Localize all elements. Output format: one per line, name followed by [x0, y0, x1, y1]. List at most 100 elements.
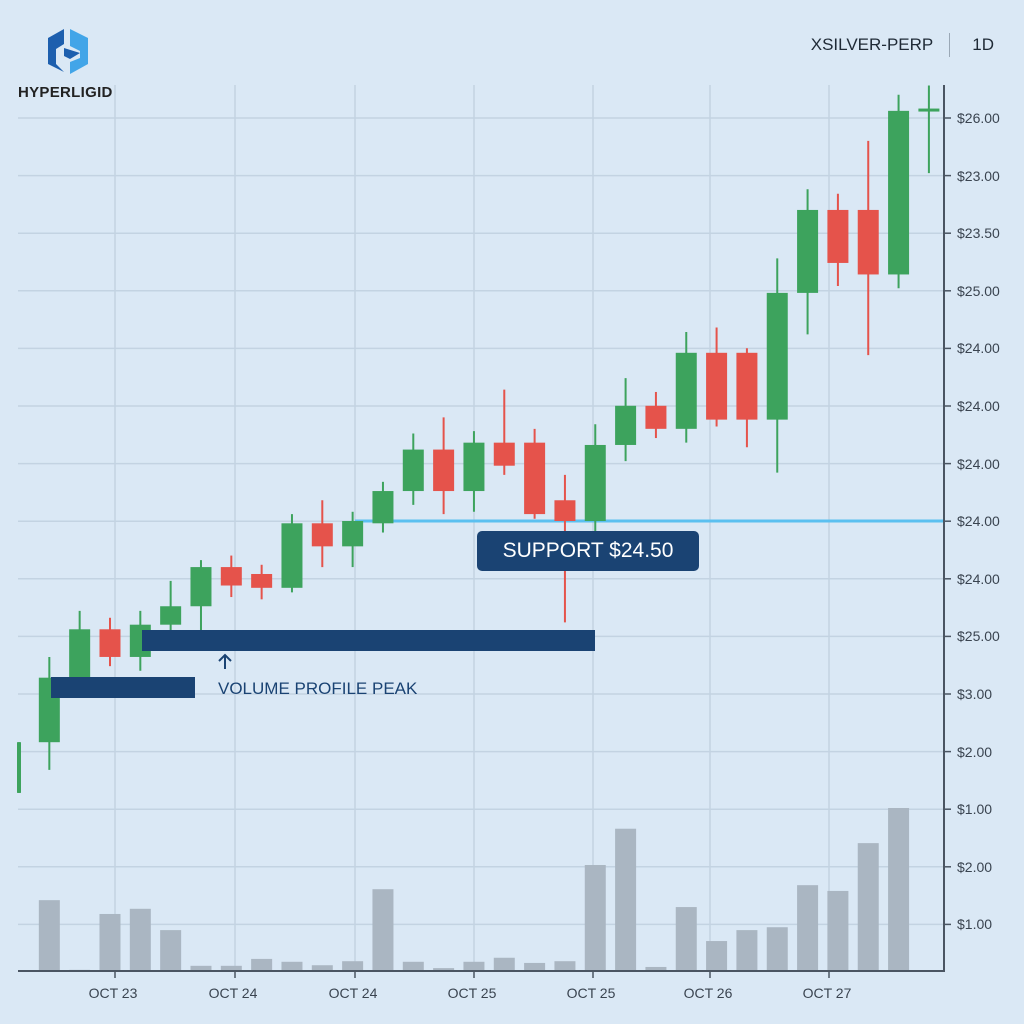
volume-bar	[99, 913, 121, 971]
candle-body	[190, 567, 212, 607]
candle-body	[645, 405, 667, 429]
volume-bar	[554, 961, 576, 971]
candle-body	[675, 352, 697, 429]
y-tick-label: $24.00	[957, 340, 1000, 357]
candle-body	[281, 523, 303, 588]
volume-bar	[342, 961, 364, 971]
candle-body	[220, 567, 242, 586]
candle-body	[463, 442, 485, 492]
chart-header: XSILVER-PERP 1D	[811, 33, 994, 57]
candle-up	[675, 332, 697, 443]
candle-body	[433, 449, 455, 492]
volume-bar	[402, 961, 424, 971]
candle-body	[888, 110, 910, 275]
candle-down	[433, 417, 455, 515]
candle-down	[311, 500, 333, 568]
y-tick-label: $24.00	[957, 570, 1000, 587]
volume-bar	[706, 941, 728, 971]
volume-bar	[190, 965, 212, 971]
x-tick-label: OCT 25	[566, 985, 616, 1001]
candle-down	[857, 140, 879, 356]
candle-up	[160, 580, 182, 634]
timeframe-selector[interactable]: 1D	[972, 35, 994, 54]
volume-profile-bar-peak	[142, 630, 595, 651]
candle-body	[17, 742, 21, 793]
candle-body	[524, 442, 546, 515]
y-tick-label: $24.00	[957, 398, 1000, 414]
volume-bar	[766, 927, 788, 971]
symbol-selector[interactable]: XSILVER-PERP	[810, 35, 934, 54]
logo-icon	[48, 29, 88, 74]
volume-bar	[584, 865, 606, 971]
x-tick-label: OCT 24	[208, 985, 258, 1001]
candle-down	[736, 348, 758, 448]
candle-up	[766, 258, 788, 473]
x-tick-label: OCT 23	[88, 985, 138, 1001]
y-tick-label: $25.00	[957, 282, 1000, 299]
candles	[17, 85, 940, 793]
y-tick-label: $24.00	[957, 513, 1000, 530]
candle-body	[706, 352, 728, 420]
y-tick-label: $26.00	[957, 110, 1000, 126]
candle-body	[827, 209, 849, 263]
x-tick-label: OCT 25	[447, 985, 497, 1001]
y-tick-label: $24.00	[957, 455, 1000, 472]
volume-bar	[493, 957, 515, 971]
volume-bar	[372, 889, 394, 971]
y-tick-label: $1.00	[957, 916, 993, 933]
x-tick-label: OCT 26	[683, 985, 733, 1001]
volume-bar	[675, 907, 697, 971]
candle-body	[402, 449, 424, 492]
candle-up	[342, 511, 364, 568]
volume-bar	[888, 807, 910, 971]
candle-body	[69, 629, 91, 678]
axes	[18, 85, 951, 978]
support-label: SUPPORT $24.50	[477, 531, 699, 571]
brand-name: HYPERLIGID	[18, 84, 113, 101]
candle-body	[615, 405, 637, 445]
candle-down	[99, 617, 121, 667]
candle-down	[827, 193, 849, 286]
candle-down	[645, 391, 667, 439]
candle-body	[99, 629, 121, 657]
candle-body	[342, 521, 364, 547]
candle-down	[220, 555, 242, 598]
candle-body	[918, 108, 940, 112]
volume-bar	[797, 885, 819, 971]
candle-up	[463, 431, 485, 512]
y-tick-label: $23.50	[957, 225, 1000, 242]
volume-bar	[645, 966, 667, 971]
candle-up	[190, 560, 212, 632]
volume-bar	[827, 890, 849, 971]
candle-body	[311, 523, 333, 547]
candle-up	[38, 656, 60, 770]
candle-body	[251, 573, 273, 588]
header-divider	[949, 33, 951, 57]
x-tick-label: OCT 27	[802, 985, 852, 1001]
x-tick-label: OCT 24	[328, 985, 378, 1001]
candle-up	[402, 433, 424, 505]
y-tick-label: $2.00	[957, 858, 993, 875]
volume-bar	[251, 958, 273, 971]
volume-bar	[220, 965, 242, 971]
candle-up	[584, 424, 606, 533]
volume-profile-label: VOLUME PROFILE PEAK	[218, 679, 418, 698]
candle-up	[281, 514, 303, 593]
volume-bar	[281, 961, 303, 971]
volume-bar	[524, 962, 546, 971]
candle-body	[766, 292, 788, 420]
candle-up	[372, 481, 394, 533]
candle-up	[888, 94, 910, 289]
y-tick-label: $25.00	[957, 628, 1000, 645]
candle-up	[69, 610, 91, 680]
candle-body	[160, 606, 182, 625]
candle-up	[797, 189, 819, 335]
candle-up	[615, 378, 637, 462]
volume-bar	[857, 843, 879, 971]
volume-profile-bar-lower	[51, 677, 195, 698]
y-tick-label: $3.00	[957, 686, 993, 702]
candle-body	[857, 209, 879, 275]
candle-body	[797, 209, 819, 293]
candle-down	[251, 564, 273, 600]
